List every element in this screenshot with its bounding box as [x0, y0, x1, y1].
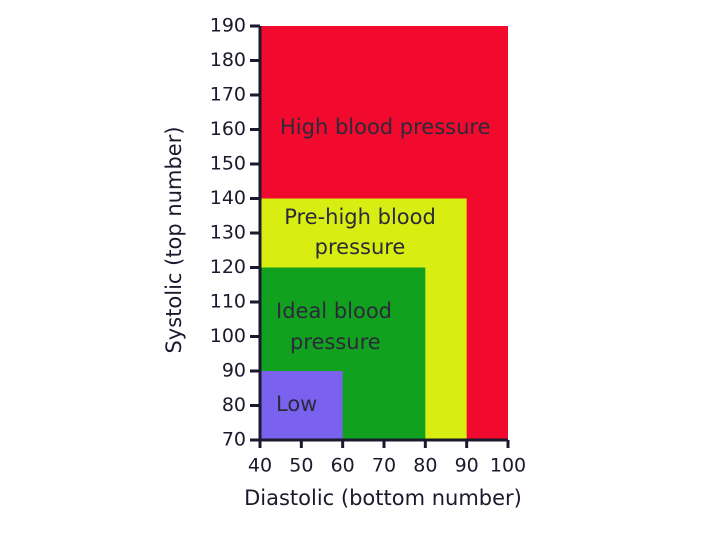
y-tick-label: 170 — [210, 84, 246, 106]
x-tick-label: 70 — [372, 455, 396, 477]
region-label: High blood pressure — [280, 115, 491, 139]
x-tick-label: 90 — [455, 455, 479, 477]
y-tick-label: 180 — [210, 49, 246, 71]
x-tick-label: 40 — [248, 455, 272, 477]
x-axis-title: Diastolic (bottom number) — [244, 486, 522, 510]
x-tick-label: 80 — [413, 455, 437, 477]
y-tick-label: 110 — [210, 291, 246, 313]
y-tick-label: 150 — [210, 153, 246, 175]
y-tick-label: 70 — [222, 429, 246, 451]
region-label: Ideal blood — [276, 299, 392, 323]
region-label: pressure — [290, 330, 381, 354]
x-tick-label: 100 — [490, 455, 526, 477]
y-tick-label: 100 — [210, 325, 246, 347]
y-tick-label: 90 — [222, 360, 246, 382]
y-tick-label: 140 — [210, 187, 246, 209]
region-label: Low — [276, 392, 317, 416]
region-label: Pre-high blood — [284, 205, 436, 229]
y-tick-label: 190 — [210, 15, 246, 37]
y-axis-title: Systolic (top number) — [162, 126, 186, 353]
region — [260, 371, 343, 440]
y-tick-label: 130 — [210, 222, 246, 244]
region-label: pressure — [315, 235, 406, 259]
x-tick-label: 50 — [289, 455, 313, 477]
y-tick-label: 80 — [222, 394, 246, 416]
x-tick-label: 60 — [331, 455, 355, 477]
y-tick-label: 160 — [210, 118, 246, 140]
y-tick-label: 120 — [210, 256, 246, 278]
